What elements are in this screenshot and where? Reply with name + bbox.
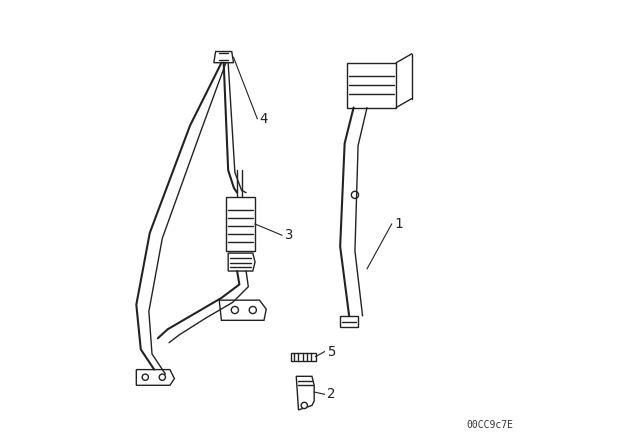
Circle shape <box>249 306 257 314</box>
Text: 1: 1 <box>394 217 403 231</box>
Polygon shape <box>214 52 234 63</box>
Polygon shape <box>228 253 255 271</box>
Polygon shape <box>296 376 314 410</box>
Circle shape <box>142 374 148 380</box>
Circle shape <box>159 374 166 380</box>
Text: 00CC9c7E: 00CC9c7E <box>467 420 514 430</box>
Text: 3: 3 <box>284 228 292 242</box>
Circle shape <box>301 402 307 409</box>
Bar <box>347 63 396 108</box>
Circle shape <box>231 306 239 314</box>
Text: 4: 4 <box>260 112 268 126</box>
Polygon shape <box>340 316 358 327</box>
Circle shape <box>351 191 358 198</box>
Text: 2: 2 <box>327 387 335 401</box>
Polygon shape <box>136 370 174 385</box>
Text: 5: 5 <box>327 345 335 359</box>
Polygon shape <box>220 300 266 320</box>
Bar <box>226 197 255 251</box>
Polygon shape <box>291 353 316 361</box>
